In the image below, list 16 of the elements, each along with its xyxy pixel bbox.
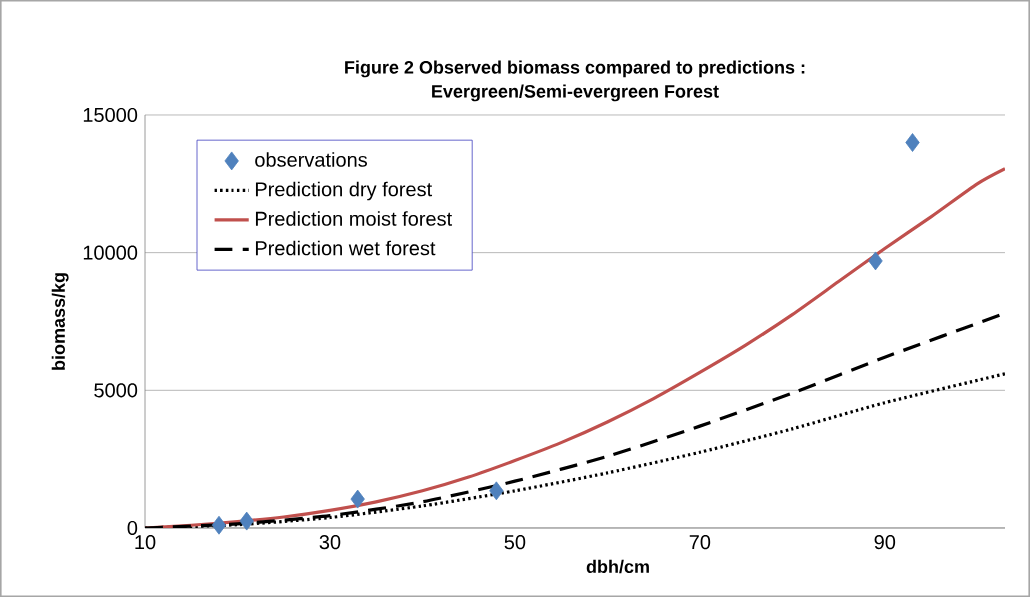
x-tick-label: 50 bbox=[504, 535, 526, 550]
x-axis-title: dbh/cm bbox=[586, 559, 649, 574]
x-tick-label: 10 bbox=[135, 535, 156, 550]
y-axis-title: biomass/kg bbox=[51, 273, 69, 370]
legend-label: Prediction wet forest bbox=[255, 240, 436, 256]
legend-label: Prediction moist forest bbox=[255, 211, 453, 226]
y-tick-label: 15000 bbox=[83, 107, 138, 123]
x-tick-label: 90 bbox=[874, 535, 896, 550]
legend-label: observations bbox=[255, 152, 367, 167]
y-tick-label: 10000 bbox=[83, 245, 138, 260]
x-tick-label: 30 bbox=[319, 535, 341, 550]
y-tick-label: 0 bbox=[127, 520, 138, 536]
chart-title: Figure 2 Observed biomass compared to predictions : Evergreen/Semi-evergreen Forest bbox=[345, 60, 805, 102]
legend-label: Prediction dry forest bbox=[255, 181, 433, 201]
y-tick-label: 5000 bbox=[94, 383, 138, 398]
x-tick-label: 70 bbox=[689, 535, 711, 550]
